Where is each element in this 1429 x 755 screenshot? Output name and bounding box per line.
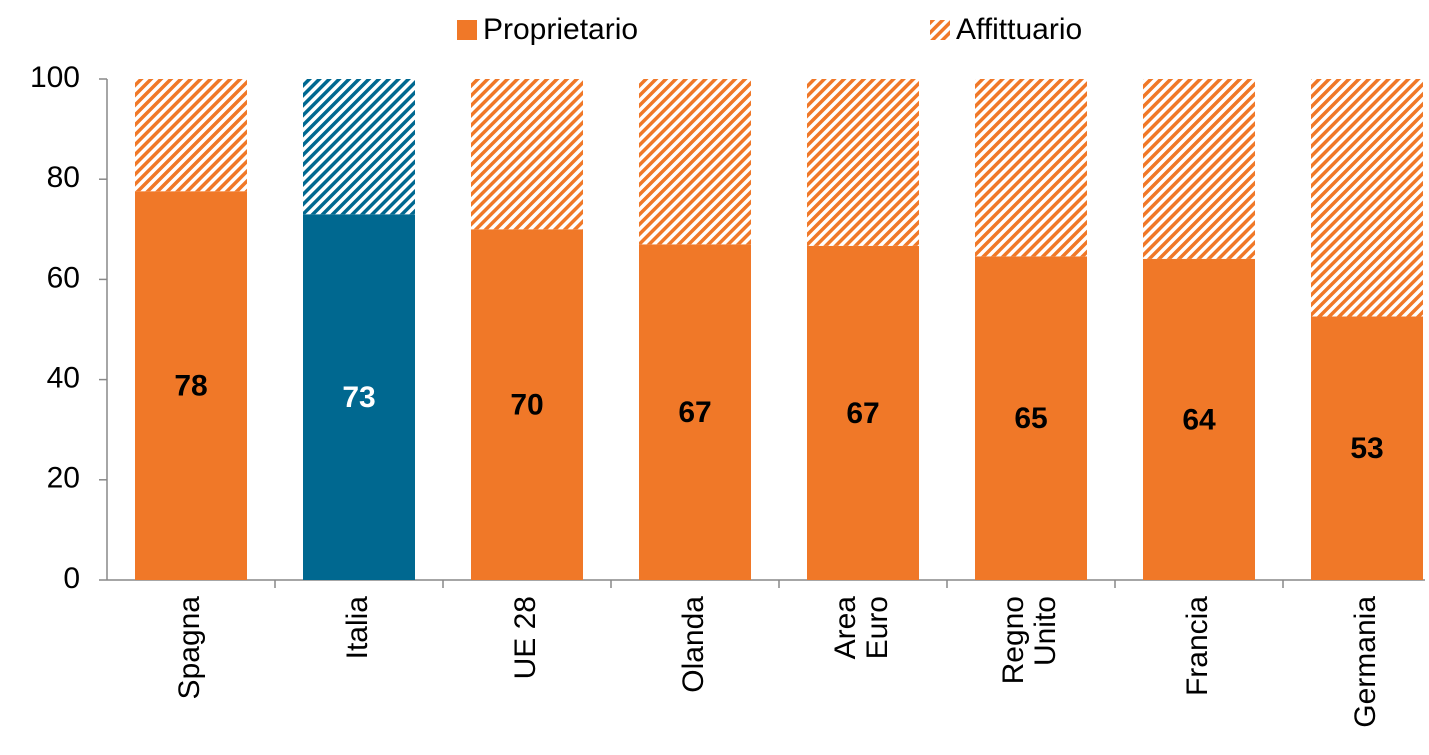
bar-segment: [1143, 258, 1255, 580]
bar-segment: [135, 191, 247, 580]
data-label: 70: [510, 389, 543, 422]
x-tick-label: AreaEuro: [829, 596, 894, 660]
bar-segment: [975, 256, 1087, 580]
data-label: 73: [342, 381, 375, 414]
bar-segment: [471, 79, 583, 230]
data-label: 53: [1350, 432, 1383, 465]
data-label: 65: [1014, 402, 1047, 435]
x-tick-label: UE 28: [509, 596, 542, 679]
x-tick-label: Italia: [341, 596, 374, 660]
bar-segment: [807, 79, 919, 246]
y-tick-label: 60: [47, 261, 80, 294]
x-tick-label: RegnoUnito: [997, 596, 1062, 684]
x-tick-label: Germania: [1349, 596, 1382, 728]
bar-segment: [1311, 79, 1423, 317]
bar-segment: [303, 79, 415, 215]
bar-segment: [639, 244, 751, 580]
legend-label: Proprietario: [483, 13, 638, 46]
bar-segment: [471, 229, 583, 581]
bar-segment: [639, 79, 751, 245]
data-label: 67: [678, 396, 711, 429]
bar-segment: [975, 79, 1087, 257]
x-tick-label: Olanda: [677, 596, 710, 693]
legend-label: Affittuario: [956, 13, 1082, 46]
y-tick-label: 20: [47, 462, 80, 495]
legend-swatch: [930, 20, 950, 40]
data-label: 67: [846, 397, 879, 430]
data-label: 64: [1182, 403, 1216, 436]
y-tick-label: 100: [30, 61, 80, 94]
bar-segment: [135, 79, 247, 192]
y-tick-label: 0: [63, 562, 80, 595]
legend-swatch: [457, 20, 477, 40]
x-tick-label: Francia: [1181, 596, 1214, 696]
bar-segment: [303, 214, 415, 580]
y-tick-label: 40: [47, 362, 80, 395]
data-label: 78: [174, 370, 207, 403]
bar-segment: [1311, 316, 1423, 580]
y-tick-label: 80: [47, 161, 80, 194]
bar-segment: [1143, 79, 1255, 259]
bar-segment: [807, 245, 919, 580]
x-tick-label: Spagna: [173, 596, 206, 700]
